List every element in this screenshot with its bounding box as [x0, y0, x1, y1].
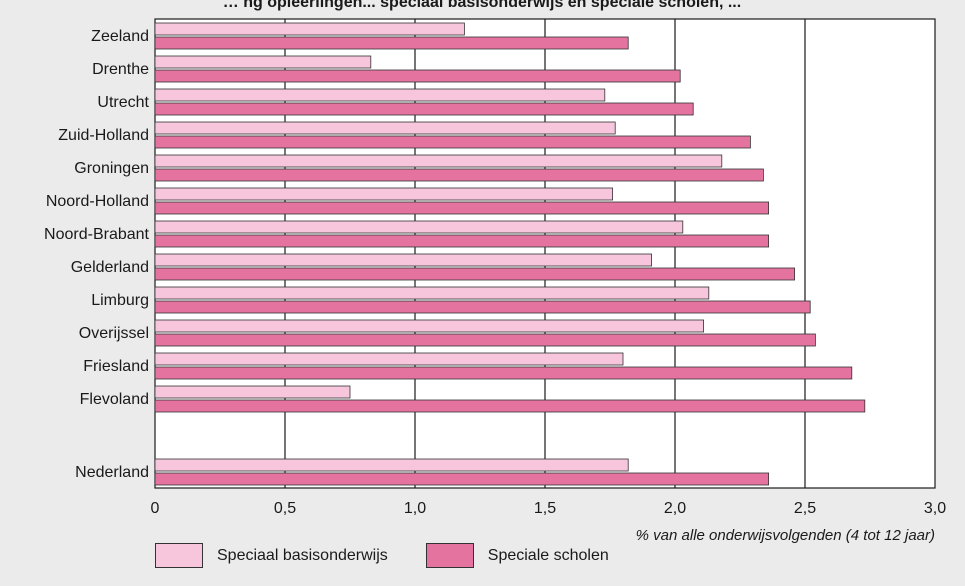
legend: Speciaal basisonderwijs Speciale scholen: [155, 543, 609, 568]
y-category-label-Flevoland: Flevoland: [80, 391, 149, 408]
bar-Nederland-speciaal-basisonderwijs: [154, 458, 629, 472]
bar-Utrecht-speciaal-basisonderwijs: [154, 88, 606, 102]
legend-item-speciale-scholen: Speciale scholen: [425, 543, 609, 568]
bar-Friesland-speciaal-basisonderwijs: [154, 352, 624, 366]
y-category-label-Noord-Brabant: Noord-Brabant: [44, 226, 150, 243]
y-category-label-Friesland: Friesland: [83, 358, 149, 375]
bar-Groningen-speciaal-basisonderwijs: [154, 154, 723, 168]
x-tick-label-6: 3,0: [924, 500, 946, 517]
bar-Zuid-Holland-speciaal-basisonderwijs: [154, 121, 616, 135]
legend-label-speciaal-basisonderwijs: Speciaal basisonderwijs: [217, 546, 388, 564]
chart-title: … ng opleerlingen... speciaal basisonder…: [223, 0, 741, 11]
y-category-label-Zeeland: Zeeland: [91, 28, 149, 45]
bar-Drenthe-speciaal-basisonderwijs: [154, 55, 372, 69]
y-category-label-Nederland: Nederland: [75, 464, 149, 481]
bar-Noord-Holland-speciale-scholen: [154, 201, 769, 215]
bar-Overijssel-speciaal-basisonderwijs: [154, 319, 704, 333]
bar-Noord-Brabant-speciaal-basisonderwijs: [154, 220, 684, 234]
y-category-label-Groningen: Groningen: [74, 160, 149, 177]
legend-swatch-dark: [425, 543, 474, 568]
bar-Nederland-speciale-scholen: [154, 472, 769, 486]
y-category-label-Noord-Holland: Noord-Holland: [46, 193, 149, 210]
y-category-label-Overijssel: Overijssel: [79, 325, 149, 342]
bar-Utrecht-speciale-scholen: [154, 102, 694, 116]
bar-Limburg-speciale-scholen: [154, 300, 811, 314]
y-category-label-Gelderland: Gelderland: [71, 259, 149, 276]
bar-Zeeland-speciaal-basisonderwijs: [154, 22, 465, 36]
plot-border: [154, 18, 936, 489]
bar-Zeeland-speciale-scholen: [154, 36, 629, 50]
y-category-label-Drenthe: Drenthe: [92, 61, 149, 78]
x-tick-label-0: 0: [151, 500, 160, 517]
legend-item-speciaal-basisonderwijs: Speciaal basisonderwijs: [155, 543, 388, 568]
x-axis-title: % van alle onderwijsvolgenden (4 tot 12 …: [636, 527, 935, 544]
bar-Flevoland-speciaal-basisonderwijs: [154, 385, 351, 399]
bar-Noord-Brabant-speciale-scholen: [154, 234, 769, 248]
legend-label-speciale-scholen: Speciale scholen: [487, 546, 609, 564]
bar-Drenthe-speciale-scholen: [154, 69, 681, 83]
x-tick-label-2: 1,0: [404, 500, 426, 517]
bar-Overijssel-speciale-scholen: [154, 333, 816, 347]
x-tick-label-3: 1,5: [534, 500, 556, 517]
y-category-label-Limburg: Limburg: [91, 292, 149, 309]
bar-Zuid-Holland-speciale-scholen: [154, 135, 751, 149]
bar-Noord-Holland-speciaal-basisonderwijs: [154, 187, 614, 201]
bar-Flevoland-speciale-scholen: [154, 399, 866, 413]
legend-swatch-light: [155, 543, 203, 568]
bar-Groningen-speciale-scholen: [154, 168, 764, 182]
x-tick-label-1: 0,5: [274, 500, 296, 517]
bar-Gelderland-speciale-scholen: [154, 267, 795, 281]
x-tick-label-4: 2,0: [664, 500, 686, 517]
bar-Friesland-speciale-scholen: [154, 366, 853, 380]
y-category-label-Utrecht: Utrecht: [97, 94, 149, 111]
x-tick-label-5: 2,5: [794, 500, 816, 517]
y-category-label-Zuid-Holland: Zuid-Holland: [58, 127, 149, 144]
bar-Limburg-speciaal-basisonderwijs: [154, 286, 710, 300]
bar-Gelderland-speciaal-basisonderwijs: [154, 253, 653, 267]
